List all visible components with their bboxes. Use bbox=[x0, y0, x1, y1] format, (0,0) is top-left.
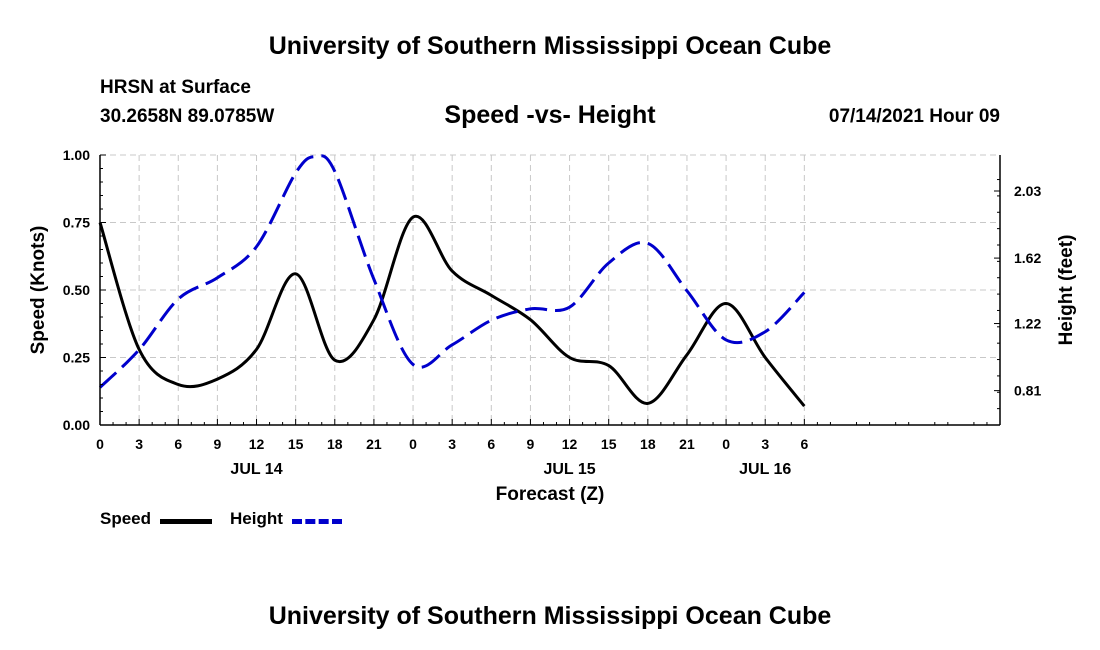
x-tick-label: 3 bbox=[135, 436, 143, 452]
x-tick-label: 12 bbox=[562, 436, 578, 452]
x-tick-label: 9 bbox=[527, 436, 535, 452]
page-title: University of Southern Mississippi Ocean… bbox=[268, 32, 832, 60]
speed-series-line bbox=[98, 214, 806, 408]
right-tick-label: 1.62 bbox=[1014, 250, 1041, 266]
x-tick-label: 15 bbox=[288, 436, 304, 452]
x-tick-label: 21 bbox=[366, 436, 382, 452]
x-tick-label: 3 bbox=[761, 436, 769, 452]
legend-height-label: Height bbox=[230, 509, 283, 528]
x-tick-label: 18 bbox=[640, 436, 656, 452]
x-tick-label: 9 bbox=[213, 436, 221, 452]
axis-labels: 0 3 6 9 12 15 18 21 0 3 6 9 12 15 18 21 0 3 6 0.00 0.25 0.50 0… bbox=[28, 147, 1077, 505]
chart-subtitle: Speed -vs- Height bbox=[444, 101, 656, 129]
left-tick-label: 0.25 bbox=[63, 350, 90, 366]
y-axis-title-left: Speed (Knots) bbox=[28, 226, 49, 355]
legend-height-swatch bbox=[292, 519, 342, 524]
x-tick-label: 3 bbox=[448, 436, 456, 452]
left-tick-label: 0.50 bbox=[63, 282, 90, 298]
x-tick-label: 6 bbox=[174, 436, 182, 452]
x-tick-label: 0 bbox=[722, 436, 730, 452]
left-tick-label: 1.00 bbox=[63, 147, 90, 163]
x-tick-label: 12 bbox=[249, 436, 265, 452]
x-tick-label: 0 bbox=[96, 436, 104, 452]
x-tick-label: 0 bbox=[409, 436, 417, 452]
left-tick-label: 0.75 bbox=[63, 215, 90, 231]
right-tick-label: 1.22 bbox=[1014, 316, 1041, 332]
date-label: JUL 15 bbox=[543, 461, 595, 478]
x-axis-title: Forecast (Z) bbox=[496, 484, 605, 505]
right-tick-label: 2.03 bbox=[1014, 183, 1041, 199]
station-label: HRSN at Surface bbox=[100, 77, 251, 98]
date-label: JUL 14 bbox=[230, 461, 282, 478]
footer-title: University of Southern Mississippi Ocean… bbox=[268, 602, 832, 630]
legend-speed-label: Speed bbox=[100, 509, 152, 528]
coordinates-label: 30.2658N 89.0785W bbox=[100, 106, 275, 127]
x-tick-label: 21 bbox=[679, 436, 695, 452]
speed-height-chart: 0 3 6 9 12 15 18 21 0 3 6 9 12 15 18 21 0 3 6 0.00 0.25 0.50 0… bbox=[28, 147, 1077, 505]
x-tick-label: 18 bbox=[327, 436, 343, 452]
series-layer bbox=[98, 154, 806, 408]
x-tick-label: 6 bbox=[487, 436, 495, 452]
x-tick-label: 6 bbox=[800, 436, 808, 452]
legend-speed-swatch bbox=[160, 519, 212, 524]
y-axis-title-right: Height (feet) bbox=[1056, 235, 1077, 346]
grid bbox=[99, 154, 1000, 426]
date-label: JUL 16 bbox=[739, 461, 791, 478]
left-tick-label: 0.00 bbox=[63, 417, 90, 433]
axes bbox=[99, 154, 1001, 426]
forecast-datetime: 07/14/2021 Hour 09 bbox=[828, 106, 1000, 127]
right-tick-label: 0.81 bbox=[1014, 383, 1041, 399]
height-series-line bbox=[98, 154, 806, 389]
x-tick-label: 15 bbox=[601, 436, 617, 452]
